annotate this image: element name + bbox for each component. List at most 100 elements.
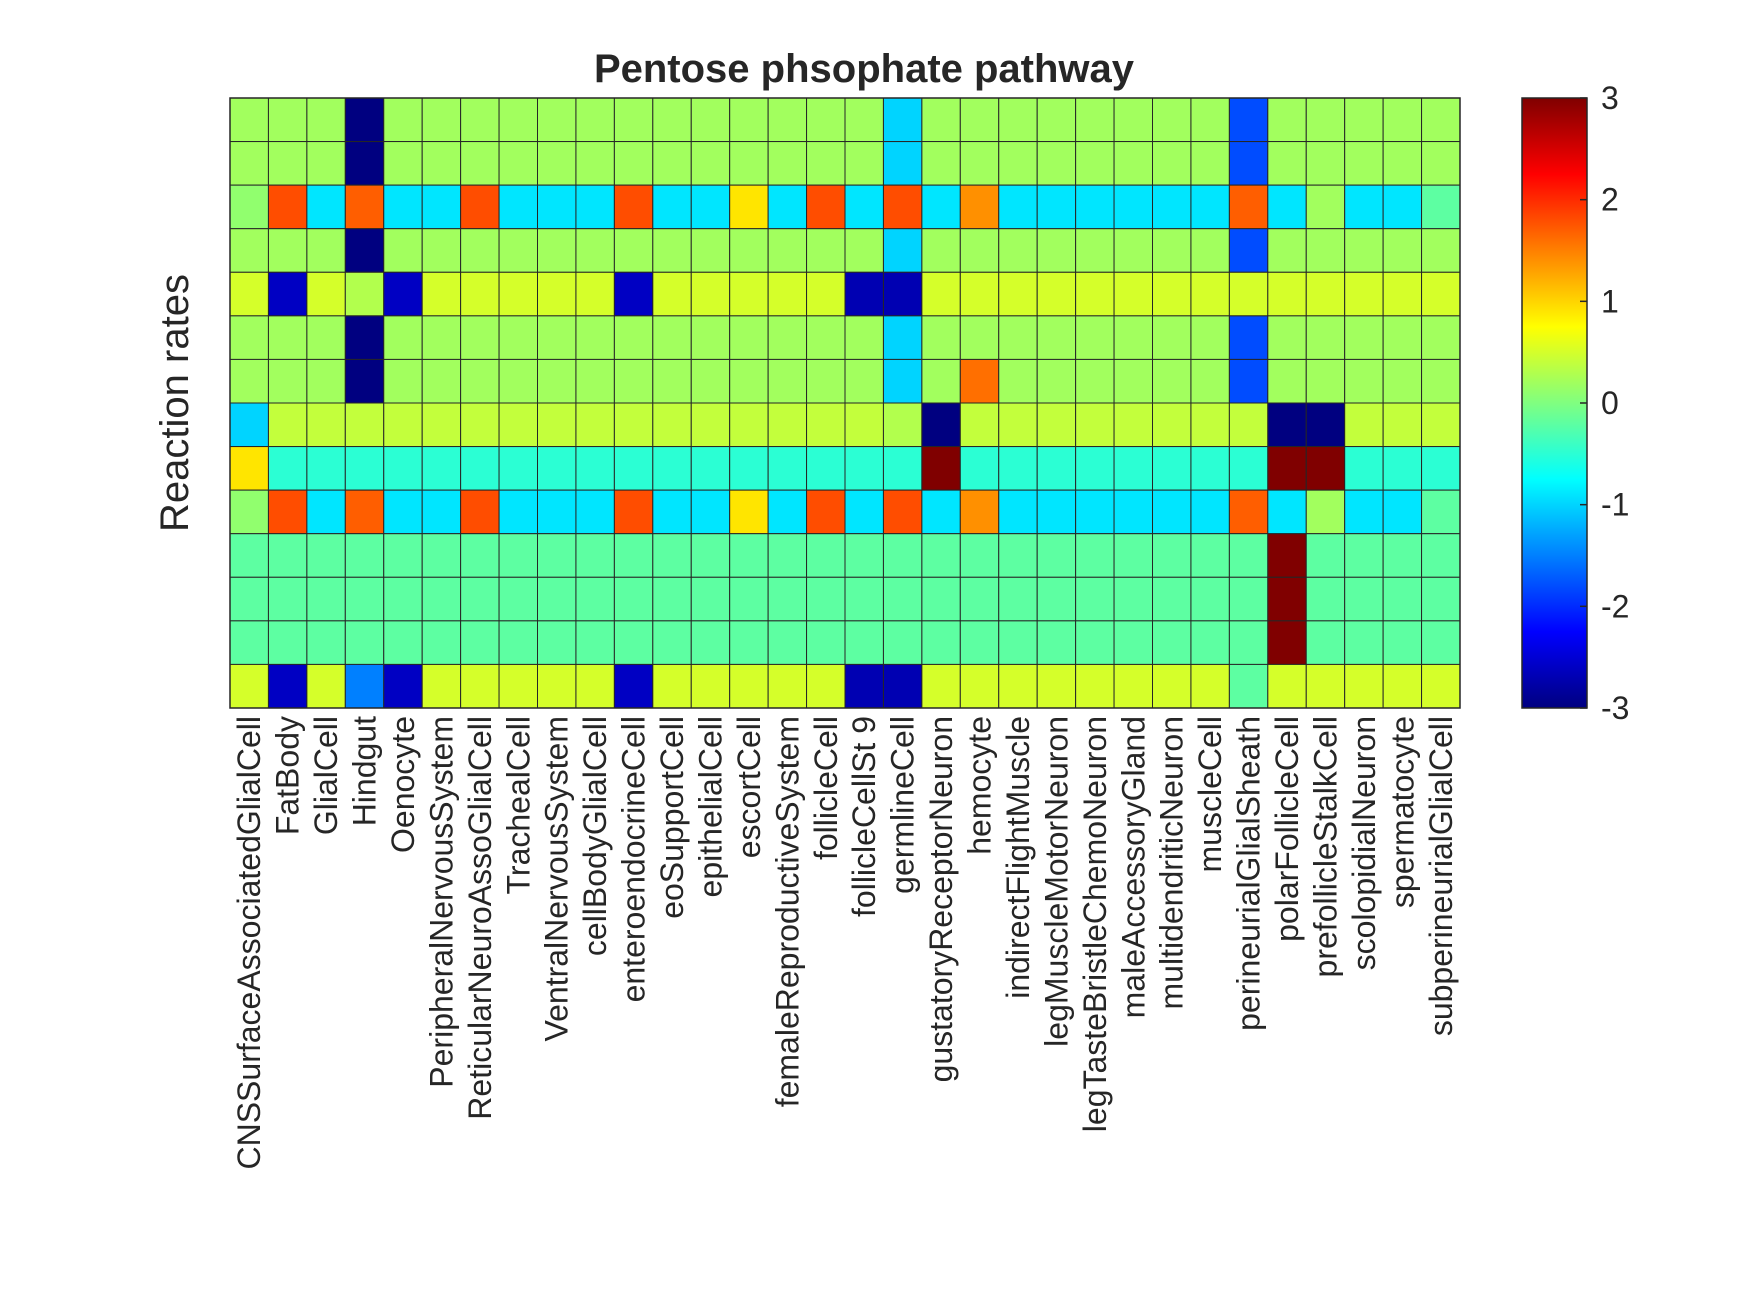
x-tick-label: subperineurialGlialCell xyxy=(1423,716,1459,1036)
heatmap-cell xyxy=(229,533,269,578)
heatmap-cell xyxy=(882,228,923,273)
heatmap-cell xyxy=(1267,141,1307,186)
heatmap-cell xyxy=(844,97,884,143)
heatmap-cell xyxy=(1421,184,1461,230)
heatmap-cell xyxy=(806,358,846,404)
heatmap-cell xyxy=(1267,663,1307,709)
heatmap-cell xyxy=(306,620,346,665)
heatmap-cell xyxy=(1344,402,1384,448)
heatmap-cell xyxy=(421,663,462,709)
heatmap-cell xyxy=(844,141,884,186)
heatmap-cell xyxy=(690,97,731,143)
heatmap-cell xyxy=(1305,446,1346,491)
heatmap-cell xyxy=(1190,663,1230,709)
heatmap-cell xyxy=(1344,489,1384,535)
heatmap-cell xyxy=(306,402,346,448)
heatmap-cell xyxy=(229,228,269,273)
heatmap-cell xyxy=(306,141,346,186)
heatmap-cell xyxy=(267,663,308,709)
heatmap-cell xyxy=(267,489,308,535)
heatmap-cell xyxy=(882,663,923,709)
heatmap-cell xyxy=(652,533,692,578)
x-tick-label: follicleCell xyxy=(808,716,844,860)
heatmap-cell xyxy=(690,663,731,709)
plot-frame xyxy=(229,97,1461,709)
colorbar-gradient xyxy=(1521,97,1588,709)
x-tick-label: GlialCell xyxy=(308,716,344,835)
heatmap-cell xyxy=(652,489,692,535)
x-tick-label: TrachealCell xyxy=(500,716,536,894)
heatmap-cell xyxy=(729,663,769,709)
heatmap-cell xyxy=(1152,576,1192,622)
heatmap-cell xyxy=(575,576,615,622)
heatmap-cell xyxy=(344,576,385,622)
heatmap-cell xyxy=(729,184,769,230)
heatmap-cell xyxy=(1228,271,1269,317)
x-tick-label: eoSupportCell xyxy=(654,716,690,919)
heatmap-cell xyxy=(613,620,654,665)
heatmap-cell xyxy=(575,446,615,491)
heatmap-cell xyxy=(267,184,308,230)
heatmap-cell xyxy=(729,271,769,317)
heatmap-cell xyxy=(806,315,846,360)
heatmap-cell xyxy=(844,271,884,317)
x-tick-label: prefollicleStalkCell xyxy=(1307,716,1343,977)
heatmap-cell xyxy=(613,446,654,491)
heatmap-cell xyxy=(344,315,385,360)
heatmap-cell xyxy=(460,97,500,143)
heatmap-cell xyxy=(344,271,385,317)
heatmap-cell xyxy=(844,184,884,230)
heatmap-cell xyxy=(1075,533,1115,578)
heatmap-cell xyxy=(921,489,961,535)
heatmap-cell xyxy=(537,402,577,448)
x-tick-label: muscleCell xyxy=(1192,716,1228,872)
heatmap-cell xyxy=(882,97,923,143)
heatmap-cell xyxy=(1190,358,1230,404)
heatmap-cell xyxy=(229,141,269,186)
heatmap-cell xyxy=(690,533,731,578)
heatmap-cell xyxy=(1075,184,1115,230)
heatmap-cell xyxy=(690,576,731,622)
heatmap-cell xyxy=(460,663,500,709)
heatmap-cell xyxy=(844,663,884,709)
colorbar: 3 2 1 0 -1 -2 -3 xyxy=(1521,80,1629,726)
heatmap-cell xyxy=(1152,228,1192,273)
heatmap-cell xyxy=(1228,402,1269,448)
heatmap-cell xyxy=(921,184,961,230)
heatmap-cell xyxy=(1305,271,1346,317)
heatmap-cell xyxy=(998,402,1038,448)
x-tick-label: femaleReproductiveSystem xyxy=(769,716,805,1107)
heatmap-cell xyxy=(383,489,423,535)
heatmap-cell xyxy=(421,620,462,665)
heatmap-cell xyxy=(729,228,769,273)
heatmap-cell xyxy=(921,97,961,143)
heatmap-cell xyxy=(1305,663,1346,709)
heatmap-cell xyxy=(383,271,423,317)
heatmap-cell xyxy=(921,402,961,448)
heatmap-cell xyxy=(1267,315,1307,360)
heatmap-cell xyxy=(806,402,846,448)
heatmap-cell xyxy=(1267,446,1307,491)
heatmap-cell xyxy=(1344,228,1384,273)
heatmap-cell xyxy=(229,402,269,448)
heatmap-cell xyxy=(1113,315,1154,360)
heatmap-cell xyxy=(921,533,961,578)
heatmap-cell xyxy=(575,358,615,404)
x-tick-label: ReticularNeuroAssoGlialCell xyxy=(462,716,498,1120)
heatmap-cell xyxy=(498,97,538,143)
heatmap-cell xyxy=(267,620,308,665)
heatmap-cell xyxy=(613,228,654,273)
y-axis-label: Reaction rates xyxy=(153,274,197,532)
heatmap-cell xyxy=(1113,358,1154,404)
heatmap-cell xyxy=(383,228,423,273)
heatmap-cell xyxy=(613,533,654,578)
heatmap-cell xyxy=(1113,97,1154,143)
heatmap-cell xyxy=(537,663,577,709)
heatmap-cell xyxy=(1075,358,1115,404)
heatmap-cell xyxy=(267,402,308,448)
x-tick-label: VentralNervousSystem xyxy=(539,716,575,1041)
heatmap-cell xyxy=(267,358,308,404)
heatmap-cell xyxy=(383,184,423,230)
heatmap-cell xyxy=(1036,402,1077,448)
